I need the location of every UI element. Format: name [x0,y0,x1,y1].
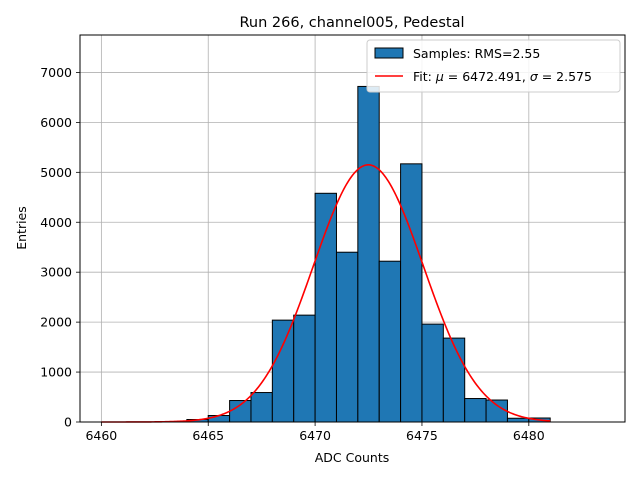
y-tick-label: 7000 [40,65,72,80]
legend-box [366,39,621,93]
y-axis-ticks: 0 1000 2000 3000 4000 5000 6000 7000 [40,65,80,430]
histogram-bar [229,400,252,423]
x-axis-ticks: 6460 6465 6470 6475 6480 [85,422,545,443]
histogram-bar [442,337,466,423]
x-tick-label: 6465 [192,428,224,443]
histogram-bar [207,415,231,423]
histogram-bar [378,260,402,423]
y-tick-label: 2000 [40,315,72,330]
x-tick-label: 6480 [513,428,545,443]
y-tick-label: 6000 [40,115,72,130]
histogram-bar [421,323,444,423]
y-axis-label: Entries [14,206,29,250]
x-tick-label: 6470 [299,428,331,443]
chart-title: Run 266, channel005, Pedestal [239,15,464,31]
histogram-bar [506,417,530,423]
histogram-bar [464,398,487,423]
plot-frame [79,34,626,423]
legend: Samples: RMS=2.55 Fit: μ = 6472.491, σ =… [366,39,621,93]
fit-curve [101,164,551,423]
x-axis-label: ADC Counts [315,450,390,465]
y-tick-label: 0 [64,415,72,430]
x-tick-label: 6460 [85,428,117,443]
histogram-bar [357,85,380,423]
y-tick-label: 5000 [40,165,72,180]
histogram-bar [271,319,295,423]
legend-fit-label: Fit: μ = 6472.491, σ = 2.575 [413,69,592,84]
histogram-bar [314,192,337,423]
histogram-bar [293,314,316,423]
y-tick-label: 4000 [40,215,72,230]
y-tick-label: 1000 [40,365,72,380]
x-tick-label: 6475 [406,428,438,443]
histogram-bar [250,392,273,423]
y-tick-label: 3000 [40,265,72,280]
legend-histogram-swatch [374,47,404,59]
histogram-bar [400,163,423,423]
histogram-bar [485,399,508,423]
legend-histogram-label: Samples: RMS=2.55 [413,46,540,61]
histogram-bar [335,251,359,423]
